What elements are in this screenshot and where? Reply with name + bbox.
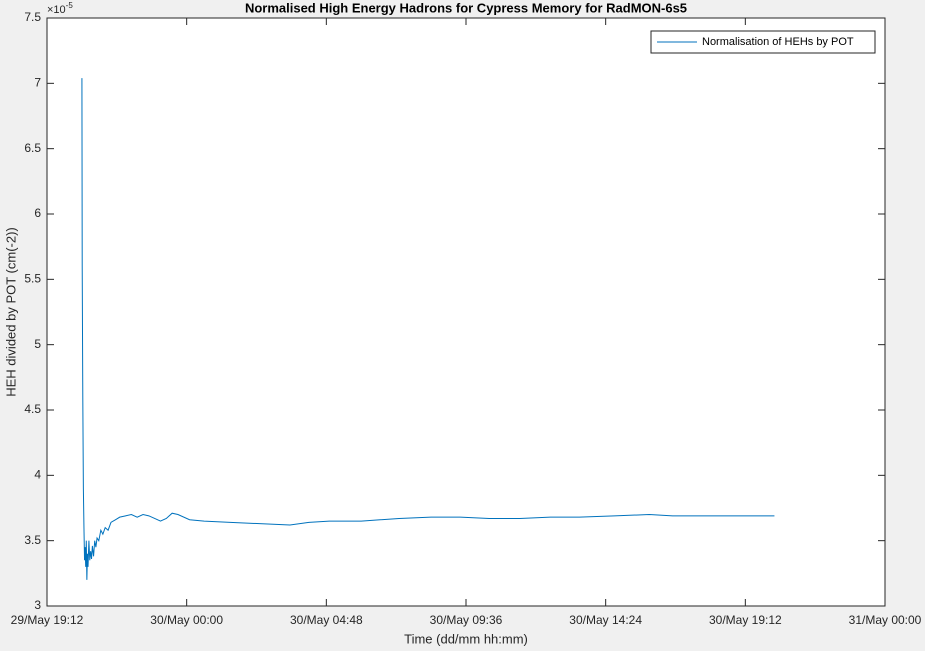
x-tick-label: 30/May 09:36: [430, 613, 503, 627]
y-tick-label: 3.5: [24, 533, 41, 547]
plot-frame: [46, 17, 886, 607]
legend: Normalisation of HEHs by POT: [650, 30, 876, 54]
x-tick-label: 30/May 00:00: [150, 613, 223, 627]
chart-title: Normalised High Energy Hadrons for Cypre…: [245, 0, 687, 15]
y-tick-label: 5.5: [24, 272, 41, 286]
y-tick-label: 6.5: [24, 141, 41, 155]
y-tick-label: 7.5: [24, 10, 41, 24]
y-axis-label: HEH divided by POT (cm(-2)): [3, 227, 18, 397]
y-tick-label: 5: [34, 337, 41, 351]
y-multiplier: ×10-5: [47, 1, 73, 16]
y-multiplier-base: ×10: [47, 4, 66, 16]
y-multiplier-exponent: -5: [66, 1, 74, 10]
x-tick-label: 30/May 14:24: [569, 613, 642, 627]
x-axis-label: Time (dd/mm hh:mm): [404, 631, 528, 646]
x-tick-label: 31/May 00:00: [849, 613, 922, 627]
plot-area: [47, 18, 885, 606]
legend-box: [650, 30, 876, 54]
y-tick-label: 3: [34, 598, 41, 612]
x-tick-label: 29/May 19:12: [11, 613, 84, 627]
x-tick-label: 30/May 04:48: [290, 613, 363, 627]
data-line: [81, 78, 775, 580]
y-tick-label: 7: [34, 76, 41, 90]
x-tick-label: 30/May 19:12: [709, 613, 782, 627]
legend-label: Normalisation of HEHs by POT: [702, 36, 854, 48]
y-tick-label: 4.5: [24, 402, 41, 416]
y-tick-label: 6: [34, 206, 41, 220]
y-tick-label: 4: [34, 468, 41, 482]
